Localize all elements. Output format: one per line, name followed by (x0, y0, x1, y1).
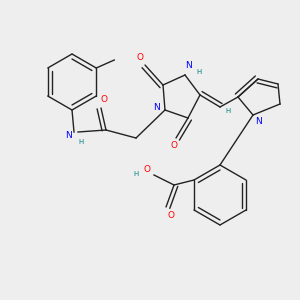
Text: N: N (255, 116, 261, 125)
Text: O: O (136, 52, 143, 62)
Text: N: N (66, 131, 72, 140)
Text: O: O (100, 95, 107, 104)
Text: H: H (134, 171, 139, 177)
Text: N: N (186, 61, 192, 70)
Text: H: H (78, 139, 84, 145)
Text: O: O (143, 164, 151, 173)
Text: O: O (167, 212, 175, 220)
Text: H: H (225, 108, 231, 114)
Text: H: H (196, 69, 202, 75)
Text: O: O (170, 142, 178, 151)
Text: N: N (154, 103, 160, 112)
